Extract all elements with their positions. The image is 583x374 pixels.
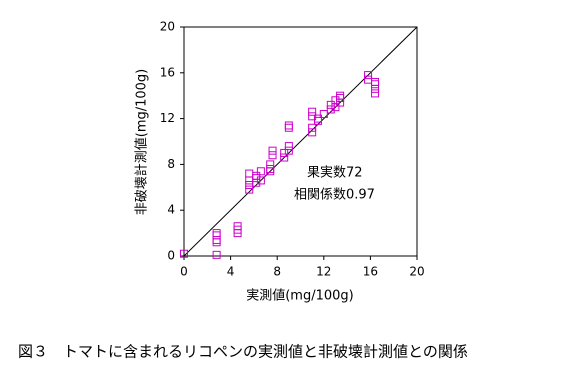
- point: [256, 167, 265, 176]
- point: [180, 249, 188, 258]
- x-tick-label: 16: [363, 265, 378, 279]
- point: [284, 121, 293, 130]
- point: [245, 169, 254, 178]
- point: [364, 71, 373, 80]
- y-tick-label: 4: [167, 203, 175, 217]
- point: [252, 174, 261, 183]
- point: [280, 148, 289, 157]
- point: [284, 123, 293, 132]
- point: [212, 235, 221, 244]
- point: [212, 238, 221, 247]
- x-tick-label: 0: [180, 265, 188, 279]
- point: [212, 231, 221, 240]
- point: [336, 91, 345, 100]
- x-tick-label: 8: [273, 265, 281, 279]
- annotation: 果実数72: [307, 165, 363, 181]
- y-tick-label: 0: [167, 249, 175, 263]
- point: [266, 164, 275, 173]
- x-tick-label: 4: [227, 265, 235, 279]
- x-axis-label: 実測値(mg/100g): [246, 288, 354, 304]
- point: [308, 123, 317, 132]
- point: [371, 89, 380, 98]
- y-tick-label: 12: [160, 111, 175, 125]
- point: [266, 160, 275, 169]
- y-tick-label: 8: [167, 157, 175, 171]
- point: [245, 176, 254, 185]
- point: [268, 146, 277, 155]
- annotation: 相関係数0.97: [294, 188, 375, 203]
- point: [268, 151, 277, 160]
- point: [284, 146, 293, 155]
- point: [371, 80, 380, 89]
- point: [233, 222, 242, 231]
- point: [212, 250, 221, 259]
- point: [212, 229, 221, 238]
- point: [308, 107, 317, 116]
- point: [245, 181, 254, 190]
- point: [371, 84, 380, 93]
- point: [326, 105, 335, 114]
- reference-line: [183, 26, 418, 257]
- point: [371, 77, 380, 86]
- point: [280, 153, 289, 162]
- caption: 図３ トマトに含まれるリコペンの実測値と非破壊計測値との関係: [18, 343, 468, 361]
- point: [313, 114, 322, 123]
- point: [308, 128, 317, 137]
- point: [284, 142, 293, 151]
- point: [245, 185, 254, 194]
- point: [319, 110, 328, 119]
- x-tick-label: 12: [316, 265, 331, 279]
- x-tick-label: 20: [409, 265, 424, 279]
- point: [326, 100, 335, 109]
- y-tick-label: 16: [160, 65, 175, 79]
- point: [252, 171, 261, 180]
- y-tick-label: 20: [160, 20, 175, 34]
- point: [331, 96, 340, 105]
- point: [256, 176, 265, 185]
- y-axis-label: 非破壊計測値(mg/100g): [134, 69, 150, 216]
- plot-frame: [183, 26, 418, 257]
- point: [308, 112, 317, 121]
